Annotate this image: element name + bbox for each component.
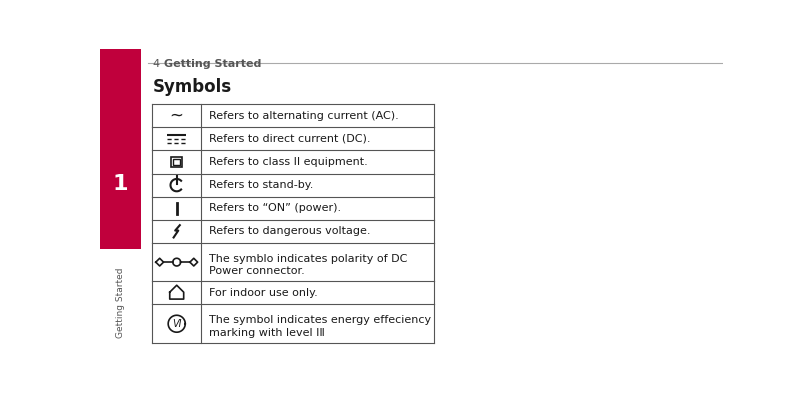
Text: Power connector.: Power connector. xyxy=(209,266,304,276)
Text: marking with level ⅠⅡ: marking with level ⅠⅡ xyxy=(209,328,324,337)
Text: For indoor use only.: For indoor use only. xyxy=(209,288,318,298)
Text: Refers to alternating current (AC).: Refers to alternating current (AC). xyxy=(209,111,398,121)
Text: The symblo indicates polarity of DC: The symblo indicates polarity of DC xyxy=(209,254,407,264)
Text: Refers to class II equipment.: Refers to class II equipment. xyxy=(209,157,367,167)
Text: Refers to stand-by.: Refers to stand-by. xyxy=(209,180,313,190)
Text: Getting Started: Getting Started xyxy=(115,268,125,338)
Text: Getting Started: Getting Started xyxy=(164,59,261,69)
Text: The symbol indicates energy effeciency: The symbol indicates energy effeciency xyxy=(209,315,431,325)
Text: 4: 4 xyxy=(152,59,160,69)
Text: Refers to direct current (DC).: Refers to direct current (DC). xyxy=(209,134,370,144)
Bar xyxy=(100,49,140,249)
Text: Symbols: Symbols xyxy=(152,78,231,96)
Text: ~: ~ xyxy=(169,107,184,125)
Text: VI: VI xyxy=(172,319,181,329)
Text: Refers to dangerous voltage.: Refers to dangerous voltage. xyxy=(209,226,370,236)
Text: Refers to “ON” (power).: Refers to “ON” (power). xyxy=(209,203,341,213)
Bar xyxy=(171,157,182,167)
Text: 1: 1 xyxy=(112,174,128,194)
Bar xyxy=(173,159,180,166)
